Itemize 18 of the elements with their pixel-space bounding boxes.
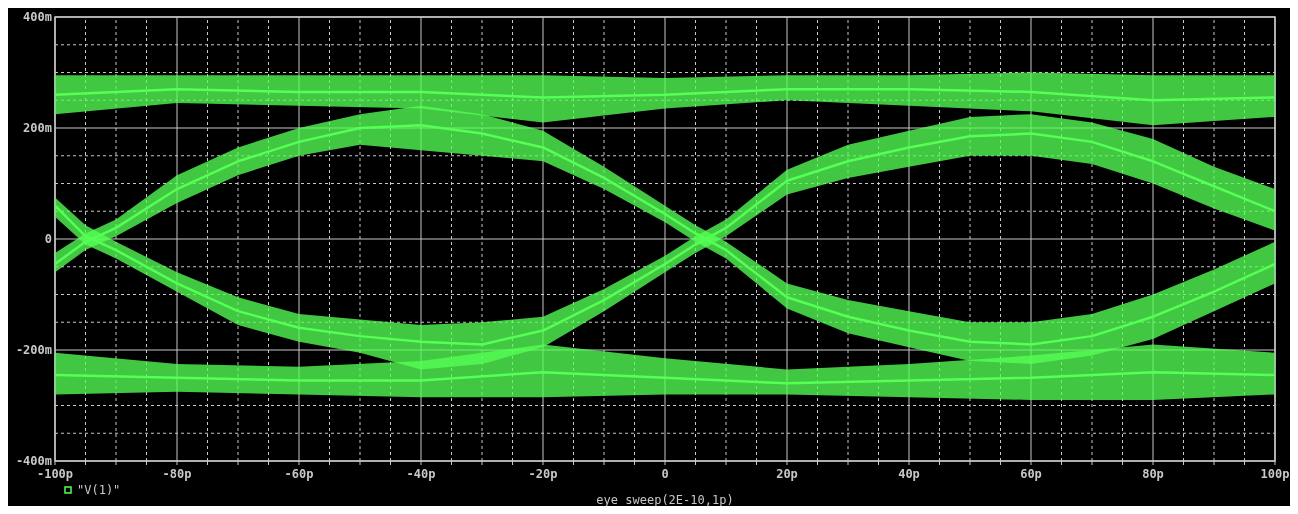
x-tick-label: -20p	[528, 467, 558, 481]
x-tick-label: -40p	[406, 467, 436, 481]
x-tick-label: -80p	[162, 467, 192, 481]
y-tick-label: 0	[44, 232, 52, 247]
x-axis-title: eye_sweep(2E-10,1p)	[596, 493, 734, 507]
x-tick-label: 60p	[1020, 467, 1042, 481]
y-tick-label: -200m	[15, 343, 52, 358]
x-tick-label: 40p	[898, 467, 920, 481]
x-tick-label: 0	[661, 467, 669, 481]
y-tick-label: -400m	[15, 454, 52, 469]
x-tick-label: -100p	[36, 467, 74, 481]
legend-label: "V(1)"	[77, 483, 121, 497]
y-tick-label: 200m	[23, 121, 52, 136]
x-tick-label: -60p	[284, 467, 314, 481]
x-tick-label: 20p	[776, 467, 798, 481]
y-tick-label: 400m	[23, 10, 52, 25]
x-tick-label: 100p	[1260, 467, 1290, 481]
x-tick-label: 80p	[1142, 467, 1164, 481]
